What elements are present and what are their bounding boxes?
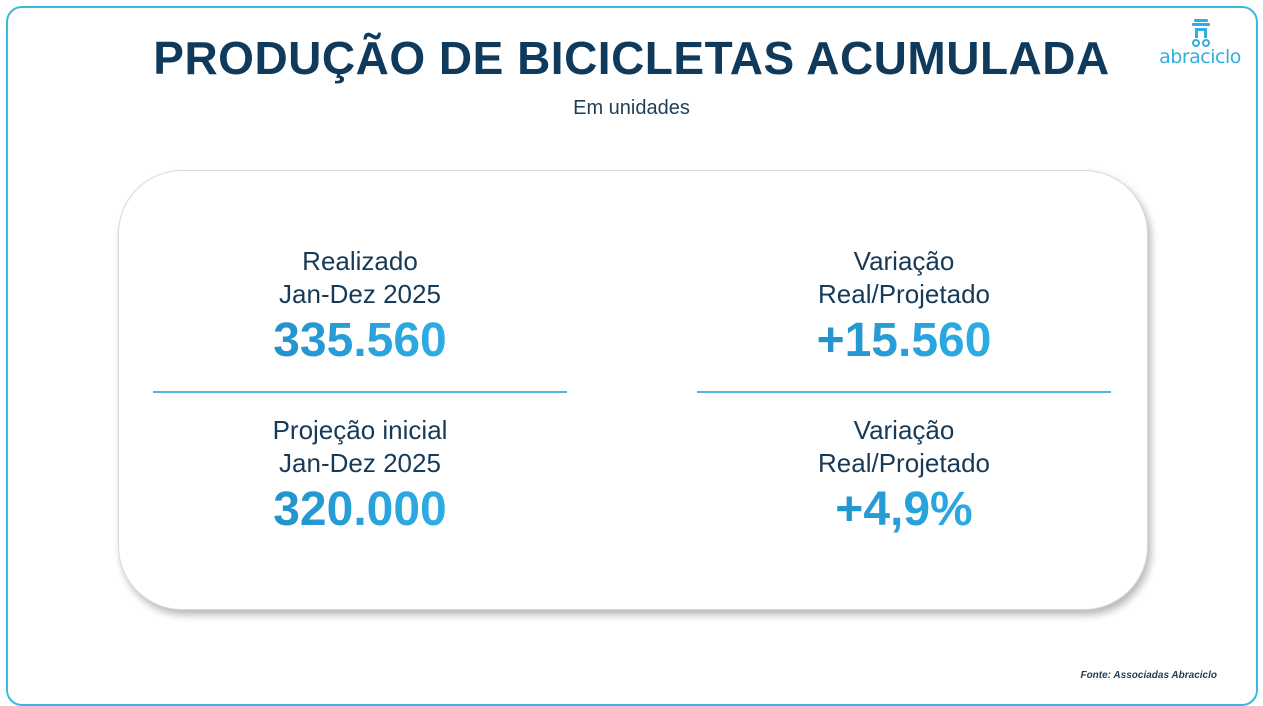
metric-label: Projeção inicial — [272, 415, 448, 445]
metrics-card: Realizado Jan-Dez 2025 335.560 Variação … — [118, 170, 1148, 610]
divider-right — [697, 391, 1111, 393]
metric-variacao-absoluta: Variação Real/Projetado +15.560 — [697, 245, 1111, 369]
logo-text: abraciclo — [1159, 46, 1241, 68]
source-note: Fonte: Associadas Abraciclo — [1080, 670, 1217, 681]
metric-label: Realizado — [302, 246, 418, 276]
metric-period: Real/Projetado — [818, 448, 990, 478]
page-title: PRODUÇÃO DE BICICLETAS ACUMULADA — [153, 32, 1110, 84]
abraciclo-logo-icon — [1192, 19, 1210, 47]
divider-left — [153, 391, 567, 393]
metric-value: 335.560 — [153, 313, 567, 369]
metric-period: Jan-Dez 2025 — [279, 279, 441, 309]
metric-period: Jan-Dez 2025 — [279, 448, 441, 478]
metric-variacao-percentual: Variação Real/Projetado +4,9% — [697, 414, 1111, 538]
metric-value: +4,9% — [697, 482, 1111, 538]
metric-projecao-inicial: Projeção inicial Jan-Dez 2025 320.000 — [153, 414, 567, 538]
metric-value: 320.000 — [153, 482, 567, 538]
metric-label: Variação — [853, 415, 955, 445]
metric-label: Variação — [853, 246, 955, 276]
abraciclo-logo: abraciclo — [1150, 18, 1250, 68]
metric-value: +15.560 — [697, 313, 1111, 369]
metric-period: Real/Projetado — [818, 279, 990, 309]
page-subtitle: Em unidades — [573, 97, 690, 119]
metric-realizado: Realizado Jan-Dez 2025 335.560 — [153, 245, 567, 369]
